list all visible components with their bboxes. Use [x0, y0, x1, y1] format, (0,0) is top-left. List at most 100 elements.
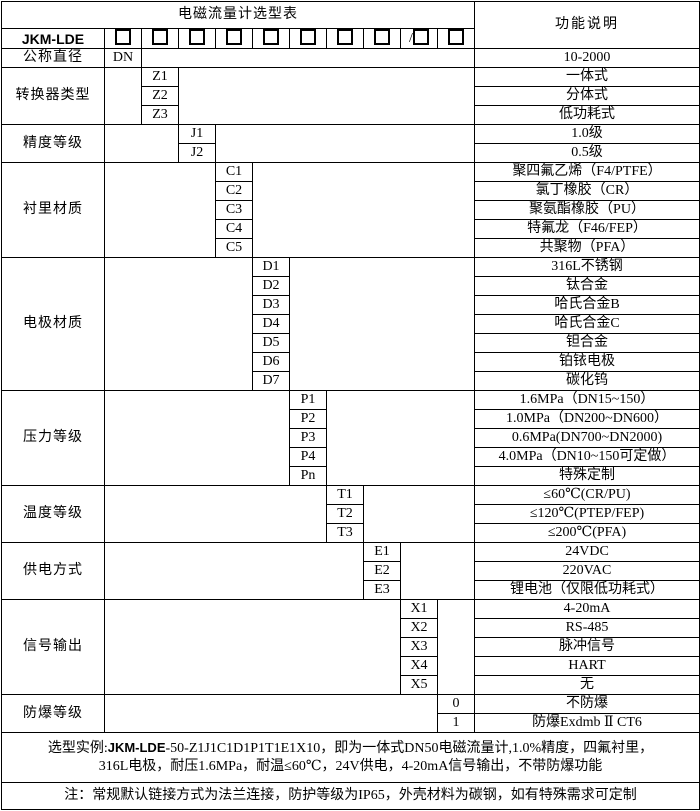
group-label-converter-type: 转换器类型 [1, 67, 105, 125]
desc-cell: 钛合金 [474, 276, 700, 296]
code-cell: C4 [215, 219, 253, 239]
model-code-box-7 [326, 28, 364, 49]
desc-cell: 特氟龙（F46/FEP） [474, 219, 700, 239]
example-line-2: 316L电极，耐压1.6MPa，耐温≤60℃，24V供电，4-20mA信号输出，… [98, 759, 603, 774]
spacer-cell [104, 124, 179, 163]
checkbox-icon [263, 29, 279, 45]
spacer-cell [104, 694, 438, 733]
spacer-cell [104, 599, 401, 695]
desc-cell: 无 [474, 675, 700, 695]
desc-cell: 锂电池（仅限低功耗式） [474, 580, 700, 600]
desc-cell: 铂铱电极 [474, 352, 700, 372]
function-column-header: 功能说明 [474, 1, 700, 49]
spacer-cell [104, 162, 216, 258]
code-cell: X5 [400, 675, 438, 695]
example-label: 选型实例: [47, 741, 108, 756]
model-code-box-1 [104, 28, 142, 49]
checkbox-icon [152, 29, 168, 45]
group-label-liner-material: 衬里材质 [1, 162, 105, 258]
spacer-cell [289, 257, 475, 391]
model-code-box-9: / [400, 28, 438, 49]
spacer-cell [178, 67, 475, 125]
desc-cell: 220VAC [474, 561, 700, 581]
code-cell: D2 [252, 276, 290, 296]
code-cell: DN [104, 48, 142, 68]
code-cell: J1 [178, 124, 216, 144]
code-cell: J2 [178, 143, 216, 163]
desc-cell: 碳化钨 [474, 371, 700, 391]
code-cell: X1 [400, 599, 438, 619]
code-cell: 0 [437, 694, 475, 714]
spacer-cell [104, 390, 290, 486]
code-cell: 1 [437, 713, 475, 733]
desc-cell: 聚氨酯橡胶（PU） [474, 200, 700, 220]
example-line-1-rest: -50-Z1J1C1D1P1T1E1X10，即为一体式DN50电磁流量计,1.0… [165, 741, 654, 756]
model-code-box-2 [141, 28, 179, 49]
desc-cell: 1.0级 [474, 124, 700, 144]
spacer-cell [252, 162, 475, 258]
code-cell: Z1 [141, 67, 179, 87]
code-cell: C5 [215, 238, 253, 258]
code-cell: P1 [289, 390, 327, 410]
group-label-signal-output: 信号输出 [1, 599, 105, 695]
desc-cell: 0.6MPa(DN700~DN2000) [474, 428, 700, 448]
desc-cell: 10-2000 [474, 48, 700, 68]
desc-cell: 哈氏合金B [474, 295, 700, 315]
checkbox-icon [226, 29, 242, 45]
checkbox-icon [189, 29, 205, 45]
code-cell: T2 [326, 504, 364, 524]
code-cell: Z2 [141, 86, 179, 106]
spacer-cell [104, 67, 142, 125]
code-cell: D1 [252, 257, 290, 277]
group-label-power-supply: 供电方式 [1, 542, 105, 600]
code-cell: P4 [289, 447, 327, 467]
spacer-cell [215, 124, 475, 163]
checkbox-icon [115, 29, 131, 45]
desc-cell: 分体式 [474, 86, 700, 106]
example-line-1: 选型实例:JKM-LDE-50-Z1J1C1D1P1T1E1X10，即为一体式D… [3, 739, 699, 758]
model-code-box-6 [289, 28, 327, 49]
box-prefix: / [409, 30, 413, 46]
desc-cell: 0.5级 [474, 143, 700, 163]
code-cell: X2 [400, 618, 438, 638]
desc-cell: 4-20mA [474, 599, 700, 619]
desc-cell: 1.6MPa（DN15~150） [474, 390, 700, 410]
desc-cell: 特殊定制 [474, 466, 700, 486]
model-code-box-10 [437, 28, 475, 49]
table-title: 电磁流量计选型表 [1, 1, 475, 29]
code-cell: C2 [215, 181, 253, 201]
code-cell: D5 [252, 333, 290, 353]
checkbox-icon [300, 29, 316, 45]
model-prefix: JKM-LDE [1, 28, 105, 49]
desc-cell: 低功耗式 [474, 105, 700, 125]
desc-cell: 共聚物（PFA） [474, 238, 700, 258]
group-label-accuracy-class: 精度等级 [1, 124, 105, 163]
code-cell: D4 [252, 314, 290, 334]
code-cell: P3 [289, 428, 327, 448]
example-model: JKM-LDE [107, 740, 166, 755]
model-code-box-5 [252, 28, 290, 49]
spacer-cell [363, 485, 475, 543]
desc-cell: 1.0MPa（DN200~DN600） [474, 409, 700, 429]
code-cell: D3 [252, 295, 290, 315]
code-cell: Pn [289, 466, 327, 486]
model-code-box-3 [178, 28, 216, 49]
group-label-pressure-rating: 压力等级 [1, 390, 105, 486]
code-cell: D6 [252, 352, 290, 372]
desc-cell: 防爆Exdmb Ⅱ CT6 [474, 713, 700, 733]
desc-cell: RS-485 [474, 618, 700, 638]
group-label-explosion-proof: 防爆等级 [1, 694, 105, 733]
code-cell: T1 [326, 485, 364, 505]
spacer-cell [437, 599, 475, 695]
model-code-box-4 [215, 28, 253, 49]
checkbox-icon [337, 29, 353, 45]
desc-cell: ≤200℃(PFA) [474, 523, 700, 543]
desc-cell: ≤120℃(PTEP/FEP) [474, 504, 700, 524]
spacer-cell [141, 48, 475, 68]
spacer-cell [104, 542, 364, 600]
spacer-cell [104, 257, 253, 391]
spacer-cell [326, 390, 475, 486]
code-cell: E1 [363, 542, 401, 562]
desc-cell: 24VDC [474, 542, 700, 562]
